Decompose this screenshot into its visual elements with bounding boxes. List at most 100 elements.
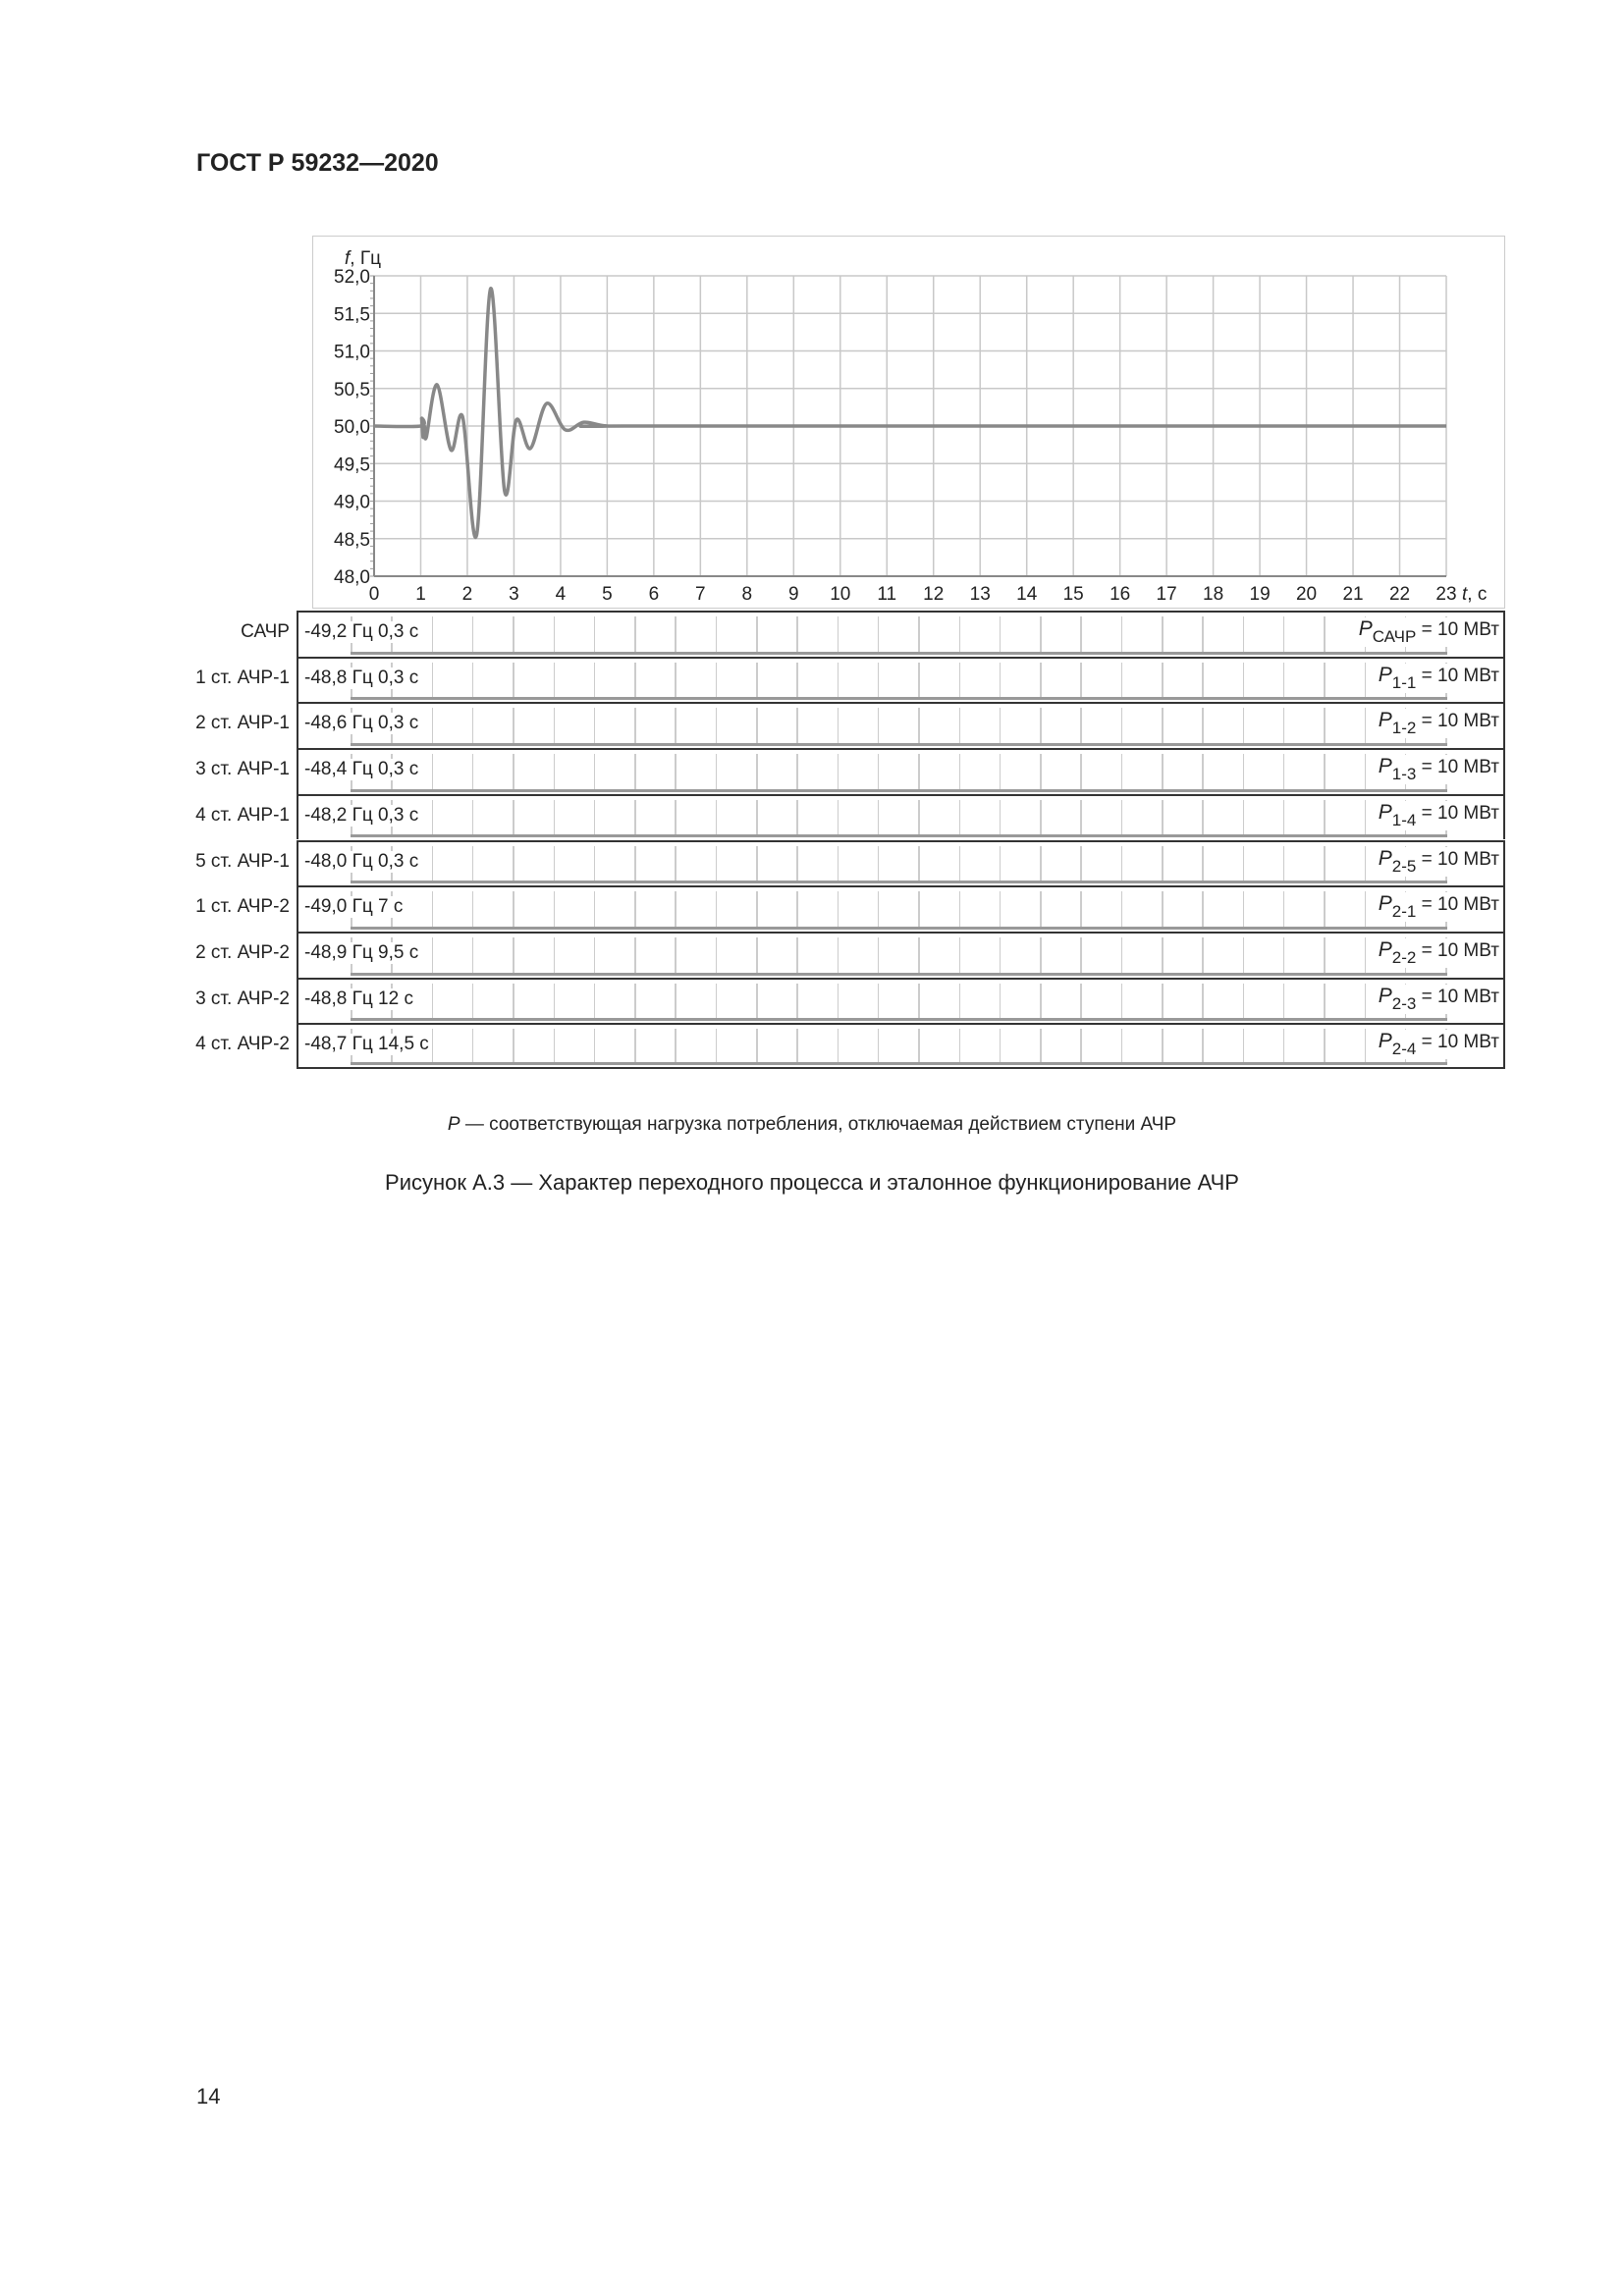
frequency-chart: 0 1 2 3 4 5 6 7 8 9 10 11 12 13 14 15 16 17 18 19 20 21 22 2348… xyxy=(334,248,1487,605)
stage-label: 4 ст. АЧР-2 xyxy=(195,1034,290,1055)
row-gridline xyxy=(1242,616,1245,655)
load-symbol: P xyxy=(1378,937,1392,961)
row-gridline xyxy=(999,799,1001,838)
row-gridline xyxy=(1364,936,1366,976)
row-gridline xyxy=(471,799,474,838)
row-gridline xyxy=(513,845,514,884)
row-gridline xyxy=(593,616,596,655)
row-gridline xyxy=(1120,891,1123,930)
stage-setting: -48,6 Гц 0,3 с xyxy=(304,713,422,735)
stage-row: 3 ст. АЧР-1 -48,4 Гц 0,3 с P1-3 = 10 МВт xyxy=(195,748,1505,794)
load-subscript: 1-3 xyxy=(1391,765,1417,784)
row-gridline xyxy=(513,662,514,701)
row-gridline xyxy=(1040,754,1042,792)
row-gridline xyxy=(553,616,555,655)
row-gridline xyxy=(1364,845,1366,884)
load-symbol: P xyxy=(1378,846,1392,870)
row-gridline xyxy=(593,708,596,747)
row-gridline xyxy=(593,983,596,1022)
row-gridline xyxy=(1364,891,1366,930)
load-value: = 10 МВт xyxy=(1416,939,1499,961)
row-gridline xyxy=(1040,662,1042,701)
frequency-curve xyxy=(373,287,1446,540)
row-gridline xyxy=(634,936,636,976)
y-tick-label: 50,5 xyxy=(334,380,370,400)
y-tick-label: 48,0 xyxy=(334,567,370,588)
row-gridline xyxy=(796,662,798,701)
row-gridline xyxy=(796,754,798,792)
row-gridline xyxy=(877,1029,880,1065)
row-gridline xyxy=(1324,891,1326,930)
row-gridline xyxy=(918,936,920,976)
row-gridline xyxy=(1080,1029,1082,1065)
row-baseline xyxy=(351,743,1447,747)
x-axis-label: t, с xyxy=(1462,584,1487,605)
row-gridline xyxy=(877,754,880,792)
stage-setting: -49,0 Гц 7 с xyxy=(304,896,406,919)
row-gridline xyxy=(675,754,677,792)
load-symbol: P xyxy=(1378,984,1392,1007)
load-subscript: САЧР xyxy=(1372,627,1417,646)
row-gridline xyxy=(1202,662,1204,701)
x-tick-label: 18 xyxy=(1203,584,1223,605)
row-gridline xyxy=(1242,754,1245,792)
stage-setting: -48,2 Гц 0,3 с xyxy=(304,804,422,827)
load-value: = 10 МВт xyxy=(1416,711,1499,732)
row-gridline xyxy=(999,662,1001,701)
y-tick-label: 49,5 xyxy=(334,454,370,475)
row-gridline xyxy=(958,662,960,701)
row-gridline xyxy=(471,983,474,1022)
stage-row: 1 ст. АЧР-1 -48,8 Гц 0,3 с P1-1 = 10 МВт xyxy=(195,656,1505,703)
x-tick-label: 3 xyxy=(509,584,519,605)
row-gridline xyxy=(1120,1029,1123,1065)
row-gridline xyxy=(918,891,920,930)
stage-load: P1-1 = 10 МВт xyxy=(1375,663,1499,693)
row-gridline xyxy=(471,708,474,747)
row-gridline xyxy=(1282,891,1285,930)
stage-load: P1-3 = 10 МВт xyxy=(1375,755,1499,785)
row-gridline xyxy=(715,708,718,747)
x-tick-label: 22 xyxy=(1389,584,1410,605)
row-gridline xyxy=(634,708,636,747)
x-tick-label: 6 xyxy=(649,584,660,605)
row-gridline xyxy=(431,754,434,792)
row-gridline xyxy=(958,845,960,884)
row-gridline xyxy=(675,799,677,838)
row-gridline xyxy=(1080,845,1082,884)
x-tick-label: 14 xyxy=(1016,584,1038,605)
row-baseline xyxy=(351,1061,1447,1065)
row-gridline xyxy=(756,616,758,655)
stage-load: P1-4 = 10 МВт xyxy=(1375,800,1499,830)
row-gridline xyxy=(471,616,474,655)
row-gridline xyxy=(471,936,474,976)
row-gridline xyxy=(513,936,514,976)
x-tick-label: 12 xyxy=(923,584,944,605)
row-gridline xyxy=(553,1029,555,1065)
row-gridline xyxy=(1120,983,1123,1022)
row-gridline xyxy=(1202,708,1204,747)
row-gridline xyxy=(1080,662,1082,701)
row-gridline xyxy=(1202,754,1204,792)
row-gridline xyxy=(675,662,677,701)
row-gridline xyxy=(513,983,514,1022)
row-gridline xyxy=(513,708,514,747)
load-subscript: 1-2 xyxy=(1391,719,1417,738)
x-tick-label: 8 xyxy=(742,584,753,605)
row-gridline xyxy=(1040,891,1042,930)
row-gridline xyxy=(513,616,514,655)
row-gridline xyxy=(513,1029,514,1065)
row-gridline xyxy=(675,936,677,976)
x-tick-label: 21 xyxy=(1342,584,1363,605)
stage-table: САЧР -49,2 Гц 0,3 с PСАЧР = 10 МВт 1 ст. … xyxy=(195,611,1505,1070)
row-gridline xyxy=(1324,1029,1326,1065)
row-gridline xyxy=(756,983,758,1022)
row-baseline xyxy=(351,881,1447,884)
row-gridline xyxy=(715,983,718,1022)
row-gridline xyxy=(958,983,960,1022)
x-tick-label: 1 xyxy=(415,584,426,605)
row-gridline xyxy=(1324,936,1326,976)
row-gridline xyxy=(958,1029,960,1065)
row-gridline xyxy=(877,616,880,655)
row-gridline xyxy=(1120,754,1123,792)
row-gridline xyxy=(999,936,1001,976)
